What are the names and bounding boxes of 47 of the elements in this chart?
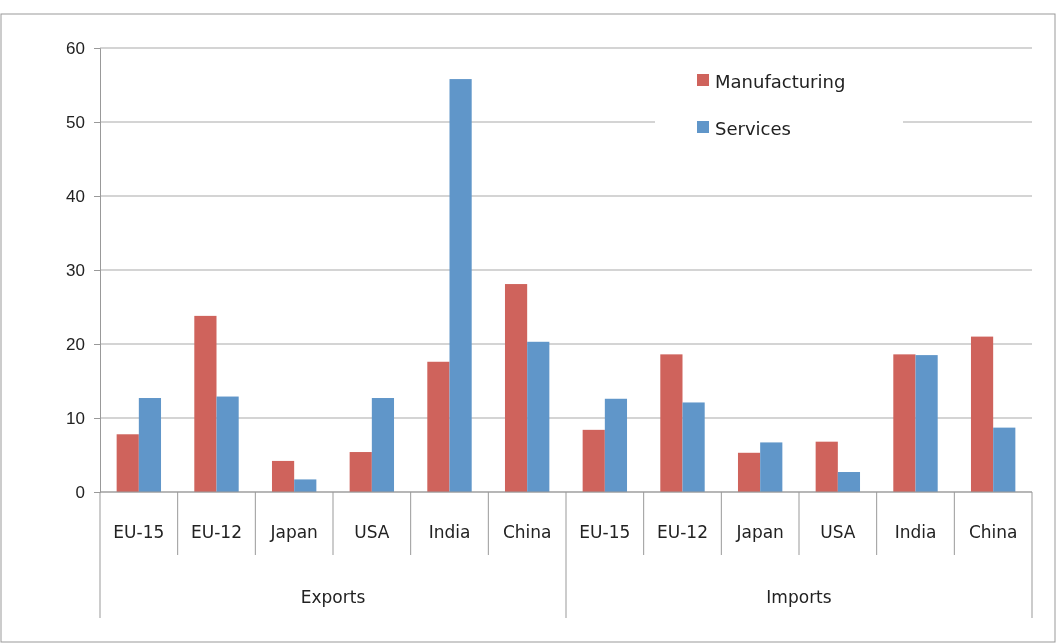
bar bbox=[138, 398, 162, 492]
x-tick-label: China bbox=[502, 522, 552, 542]
bar bbox=[837, 472, 861, 492]
y-tick-label: 10 bbox=[66, 408, 85, 428]
bar bbox=[815, 441, 838, 492]
x-tick-label: USA bbox=[820, 522, 856, 542]
x-tick-label: Japan bbox=[735, 522, 784, 542]
y-tick-label: 60 bbox=[66, 38, 85, 58]
bar bbox=[271, 460, 295, 492]
bar bbox=[760, 442, 783, 492]
bar bbox=[449, 79, 472, 492]
x-tick-label: EU-12 bbox=[191, 522, 242, 542]
legend-label: Manufacturing bbox=[715, 71, 846, 92]
x-tick-label: India bbox=[428, 522, 471, 542]
bar bbox=[371, 398, 395, 492]
bar bbox=[116, 434, 139, 492]
bar bbox=[194, 315, 217, 492]
bar bbox=[527, 341, 550, 492]
y-tick-label: 50 bbox=[66, 112, 85, 132]
bar bbox=[682, 402, 705, 492]
text: Imports bbox=[766, 587, 832, 607]
bar bbox=[915, 355, 938, 492]
bar bbox=[582, 429, 605, 492]
x-tick-label: China bbox=[968, 522, 1018, 542]
bar bbox=[349, 452, 372, 492]
bar bbox=[294, 479, 317, 492]
legend-label: Services bbox=[715, 118, 791, 139]
bar bbox=[660, 354, 683, 492]
text: Exports bbox=[300, 587, 366, 607]
y-tick-label: 30 bbox=[66, 260, 85, 280]
bar bbox=[427, 361, 450, 492]
x-tick-label: EU-15 bbox=[579, 522, 631, 542]
bar bbox=[737, 452, 761, 492]
x-tick-label: USA bbox=[354, 522, 390, 542]
x-tick-label: Japan bbox=[269, 522, 318, 542]
bar bbox=[970, 336, 994, 492]
y-tick-label: 40 bbox=[66, 186, 85, 206]
bar bbox=[993, 427, 1016, 492]
bar bbox=[216, 396, 239, 492]
y-tick-label: 20 bbox=[66, 334, 85, 354]
bar bbox=[504, 284, 528, 492]
x-tick-label: India bbox=[894, 522, 937, 542]
y-tick-label: 0 bbox=[75, 482, 85, 502]
x-tick-label: EU-12 bbox=[657, 522, 708, 542]
bar bbox=[893, 354, 916, 492]
x-tick-label: EU-15 bbox=[113, 522, 165, 542]
bar bbox=[604, 398, 628, 492]
